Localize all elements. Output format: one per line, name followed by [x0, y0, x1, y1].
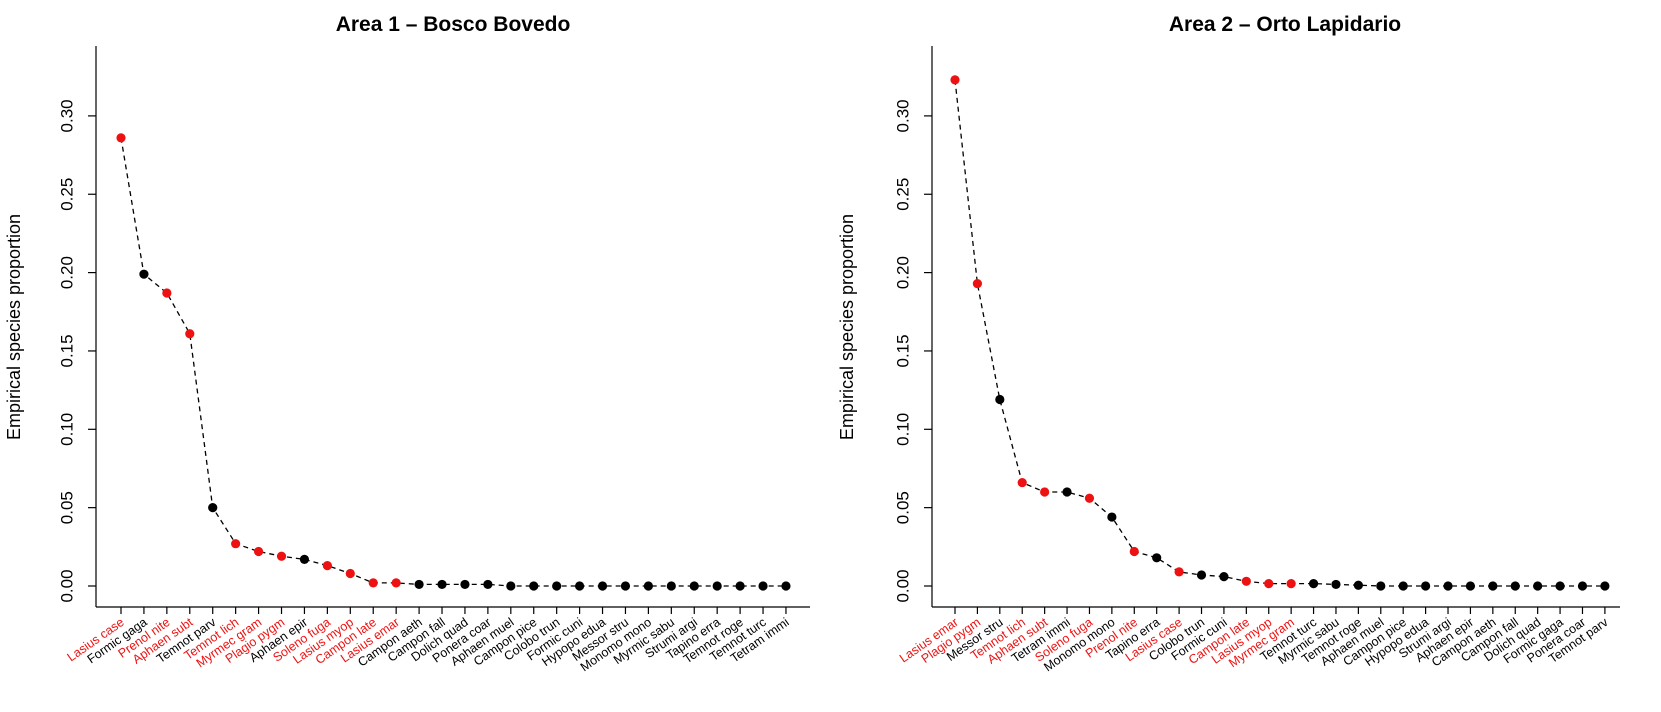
data-point — [552, 581, 562, 591]
y-tick-label: 0.30 — [893, 99, 912, 132]
data-point — [529, 581, 539, 591]
data-point — [276, 551, 287, 561]
y-tick-label: 0.25 — [57, 178, 76, 211]
data-point — [758, 581, 768, 591]
y-tick-label: 0.00 — [57, 569, 76, 602]
data-point — [995, 394, 1005, 405]
data-point — [643, 581, 653, 591]
y-tick-label: 0.15 — [57, 334, 76, 367]
data-point — [1421, 581, 1431, 591]
data-point — [712, 581, 722, 591]
data-point — [1331, 579, 1341, 590]
y-tick-label: 0.05 — [57, 491, 76, 524]
series-dashed-line — [954, 79, 1605, 587]
data-point — [1286, 579, 1296, 589]
data-point — [391, 578, 401, 588]
data-point — [1219, 571, 1229, 582]
data-point — [299, 554, 310, 564]
data-point — [322, 561, 332, 571]
data-point — [1241, 576, 1251, 586]
data-point — [1174, 567, 1184, 577]
data-point — [483, 579, 493, 590]
data-point — [1443, 581, 1453, 591]
data-point — [414, 579, 424, 590]
data-point — [1129, 546, 1139, 557]
data-marks-area-2 — [950, 75, 1610, 591]
y-tick-label: 0.20 — [57, 256, 76, 289]
series-dashed-line — [120, 137, 786, 587]
y-axis-label-area-1: Empirical species proportion — [4, 214, 24, 440]
data-point — [1600, 581, 1610, 591]
data-point — [666, 581, 676, 591]
y-tick-label: 0.10 — [57, 413, 76, 446]
data-point — [1152, 553, 1162, 563]
data-point — [345, 568, 355, 579]
data-point — [162, 288, 172, 298]
data-point — [1376, 581, 1386, 591]
chart-title-area-2: Area 2 – Orto Lapidario — [1169, 13, 1401, 36]
data-point — [620, 581, 631, 591]
data-point — [139, 269, 149, 279]
data-point — [1465, 581, 1476, 591]
panel-area-1: Area 1 – Bosco Bovedo Empirical species … — [4, 13, 810, 674]
y-tick-label: 0.25 — [893, 178, 912, 211]
y-tick-label: 0.30 — [57, 99, 76, 132]
data-point — [689, 581, 699, 591]
data-point — [185, 329, 195, 339]
data-point — [1017, 477, 1027, 488]
data-point — [950, 75, 960, 85]
data-point — [506, 581, 516, 591]
data-point — [1533, 581, 1543, 591]
chart-title-area-1: Area 1 – Bosco Bovedo — [336, 13, 571, 36]
data-point — [735, 581, 745, 591]
data-point — [972, 278, 983, 289]
y-tick-label: 0.15 — [893, 334, 912, 367]
data-point — [253, 546, 264, 557]
data-point — [1084, 493, 1095, 503]
y-tick-label: 0.20 — [893, 256, 912, 289]
data-point — [116, 133, 126, 143]
data-point — [575, 581, 585, 591]
data-point — [1555, 581, 1565, 591]
data-point — [1488, 581, 1498, 591]
y-tick-label: 0.05 — [893, 491, 912, 524]
data-point — [437, 579, 447, 590]
data-point — [1308, 579, 1319, 589]
data-point — [1107, 512, 1117, 522]
data-point — [1264, 579, 1274, 589]
data-point — [597, 581, 608, 591]
data-marks-area-1 — [116, 133, 791, 591]
data-point — [1353, 580, 1363, 590]
data-point — [1040, 487, 1050, 497]
data-point — [1510, 581, 1520, 591]
data-point — [781, 581, 791, 591]
data-point — [1577, 581, 1588, 591]
y-tick-label: 0.10 — [893, 413, 912, 446]
y-tick-label: 0.00 — [893, 569, 912, 602]
data-point — [1398, 581, 1408, 591]
data-point — [1062, 487, 1072, 497]
data-point — [231, 539, 241, 549]
data-point — [208, 503, 218, 513]
data-point — [460, 579, 470, 590]
data-point — [368, 578, 378, 588]
panel-area-2: Area 2 – Orto Lapidario Empirical specie… — [837, 13, 1620, 674]
data-point — [1196, 570, 1207, 580]
y-axis-label-area-2: Empirical species proportion — [837, 214, 857, 440]
